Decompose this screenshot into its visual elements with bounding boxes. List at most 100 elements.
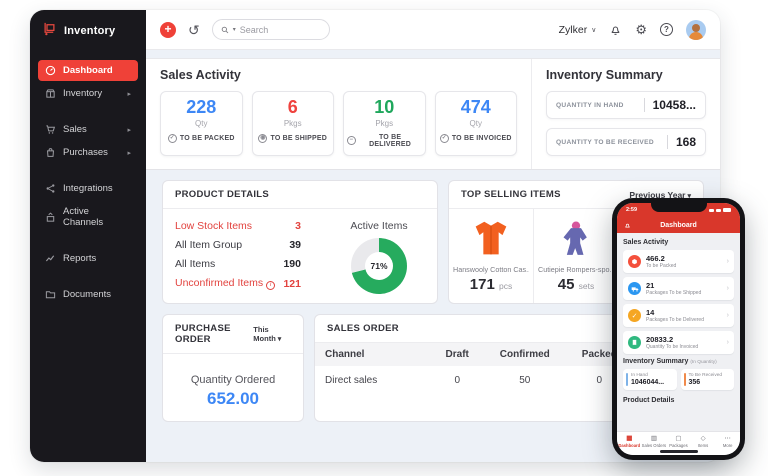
sidebar-item-label: Inventory xyxy=(63,88,103,99)
dashboard-gauge-icon xyxy=(45,65,56,76)
quantity-to-be-received-row: QUANTITY TO BE RECEIVED 168 xyxy=(546,128,706,156)
dashboard-grid-icon: ▦ xyxy=(626,434,633,442)
user-avatar[interactable] xyxy=(686,19,706,40)
phone-mockup: 2:59 Dashboard Sales A xyxy=(612,198,745,460)
cell-draft: 0 xyxy=(454,375,460,386)
all-item-group-row[interactable]: All Item Group 39 xyxy=(175,239,327,251)
home-indicator xyxy=(659,450,698,453)
phone-bezel: 2:59 Dashboard Sales A xyxy=(612,198,745,460)
item-name: Hanswooly Cotton Cas... xyxy=(453,265,529,274)
phone-summary-cards: In Hand 1046044... To Be Received 356 xyxy=(623,369,734,390)
phone-row-packed: 466.2 To be Packed › xyxy=(623,250,734,273)
wifi-icon xyxy=(716,208,721,212)
box-icon xyxy=(45,88,56,99)
card-label: In Hand xyxy=(631,373,648,378)
card-title: TOP SELLING ITEMS xyxy=(461,189,561,200)
card-title: PRODUCT DETAILS xyxy=(175,189,270,200)
low-stock-row[interactable]: Low Stock Items 3 xyxy=(175,220,327,232)
active-items-donut: 71% xyxy=(351,238,407,294)
quick-create-button[interactable]: + xyxy=(160,21,176,38)
top-item-1[interactable]: Hanswooly Cotton Cas... 171 pcs xyxy=(449,209,534,303)
top-item-2[interactable]: Cutiepie Rompers-spo... 45 sets xyxy=(534,209,619,303)
invoice-icon xyxy=(628,336,641,349)
sales-order-header: SALES ORDER xyxy=(315,315,703,343)
org-switcher[interactable]: Zylker ∨ xyxy=(559,24,597,36)
sales-activity-title: Sales Activity xyxy=(160,68,241,82)
inventory-logo-icon xyxy=(42,21,57,41)
search-input[interactable] xyxy=(239,24,321,35)
card-label-row: ✓ TO BE INVOICED xyxy=(439,133,514,143)
help-icon[interactable]: ? xyxy=(660,23,673,36)
search-box[interactable]: ▾ xyxy=(211,19,330,40)
item-qty: 171 pcs xyxy=(469,276,513,293)
sidebar-item-reports[interactable]: Reports xyxy=(38,248,138,269)
romper-image xyxy=(556,215,596,263)
sidebar-item-label: Sales xyxy=(63,124,87,135)
check-icon: ✓ xyxy=(628,309,641,322)
card-value: 474 xyxy=(460,97,491,117)
status-time: 2:59 xyxy=(626,207,638,213)
item-qty: 45 sets xyxy=(557,276,595,293)
in-quantity-subtitle: (In Quantity) xyxy=(690,360,717,365)
phone-row-delivered: ✓ 14 Packages To be Delivered › xyxy=(623,304,734,327)
sidebar-item-documents[interactable]: Documents xyxy=(38,284,138,305)
card-to-be-invoiced[interactable]: 474 Qty ✓ TO BE INVOICED xyxy=(434,91,517,156)
nav-label: Packages xyxy=(669,443,688,449)
phone-header: Dashboard xyxy=(617,217,740,233)
purchase-order-body: Quantity Ordered 652.00 xyxy=(163,354,303,409)
avatar-body xyxy=(689,31,703,40)
nav-packages: ▢ Packages xyxy=(666,432,691,452)
card-value: 228 xyxy=(186,97,217,117)
recent-history-icon[interactable]: ↺ xyxy=(188,21,200,38)
row-texts: 21 Packages To be Shipped xyxy=(646,281,701,296)
app-logo[interactable]: Inventory xyxy=(30,10,146,52)
period-dropdown[interactable]: This Month ▾ xyxy=(253,325,291,343)
info-icon[interactable]: i xyxy=(266,280,276,290)
cell-packed: 0 xyxy=(596,375,603,386)
card-value: 6 xyxy=(287,97,298,117)
chevron-right-icon: ▸ xyxy=(127,90,131,98)
card-value: 1046044... xyxy=(631,379,665,386)
row-label: Packages To be Shipped xyxy=(646,290,702,296)
sidebar-item-sales[interactable]: Sales ▸ xyxy=(38,119,138,140)
integrations-icon xyxy=(45,183,56,194)
sidebar-item-dashboard[interactable]: Dashboard xyxy=(38,60,138,81)
in-hand-card: In Hand 1046044... xyxy=(623,369,677,390)
search-scope-caret-icon[interactable]: ▾ xyxy=(232,27,236,33)
row-label: QUANTITY TO BE RECEIVED xyxy=(556,138,654,146)
card-to-be-shipped[interactable]: 6 Pkgs ◉ TO BE SHIPPED xyxy=(251,91,334,156)
nav-group-gap xyxy=(38,271,138,284)
card-label-row: ✓ TO BE PACKED xyxy=(164,133,239,143)
nav-group-gap xyxy=(38,235,138,248)
card-label: To Be Received xyxy=(688,373,723,378)
sidebar-item-inventory[interactable]: Inventory ▸ xyxy=(38,83,138,104)
purchase-order-header: PURCHASE ORDER This Month ▾ xyxy=(163,315,303,354)
chevron-right-icon: ▸ xyxy=(127,149,131,157)
phone-inventory-summary-title: Inventory Summary (In Quantity) xyxy=(623,358,717,365)
all-items-row[interactable]: All Items 190 xyxy=(175,258,327,270)
card-unit: Qty xyxy=(469,118,482,128)
sweater-image xyxy=(468,215,514,263)
sidebar-nav: Dashboard Inventory ▸ xyxy=(30,52,146,315)
delivered-circle-icon: − xyxy=(347,136,356,146)
period-dropdown[interactable]: Previous Year ▾ xyxy=(629,190,691,200)
nav-group-gap xyxy=(38,165,138,178)
notifications-bell-icon[interactable] xyxy=(609,23,622,36)
chevron-right-icon: › xyxy=(726,285,729,292)
sidebar-item-label: Documents xyxy=(63,289,112,300)
nav-more: ⋯ More xyxy=(715,432,740,452)
bag-icon xyxy=(45,147,56,158)
sidebar-item-integrations[interactable]: Integrations xyxy=(38,178,138,199)
cart-icon: ▥ xyxy=(650,434,657,442)
card-to-be-packed[interactable]: 228 Qty ✓ TO BE PACKED xyxy=(160,91,243,156)
unconfirmed-items-row[interactable]: Unconfirmed Items i 121 xyxy=(175,277,327,290)
card-to-be-delivered[interactable]: 10 Pkgs − TO BE DELIVERED xyxy=(343,91,426,156)
phone-screen: 2:59 Dashboard Sales A xyxy=(617,203,740,455)
topbar: + ↺ ▾ Zylker ∨ xyxy=(146,10,720,50)
sidebar-item-purchases[interactable]: Purchases ▸ xyxy=(38,142,138,163)
item-unit: pcs xyxy=(498,281,513,291)
card-value: 10 xyxy=(374,97,395,117)
card-label: TO BE PACKED xyxy=(179,134,235,142)
sidebar-item-active-channels[interactable]: Active Channels xyxy=(38,201,138,233)
settings-gear-icon[interactable]: ⚙ xyxy=(635,22,647,37)
